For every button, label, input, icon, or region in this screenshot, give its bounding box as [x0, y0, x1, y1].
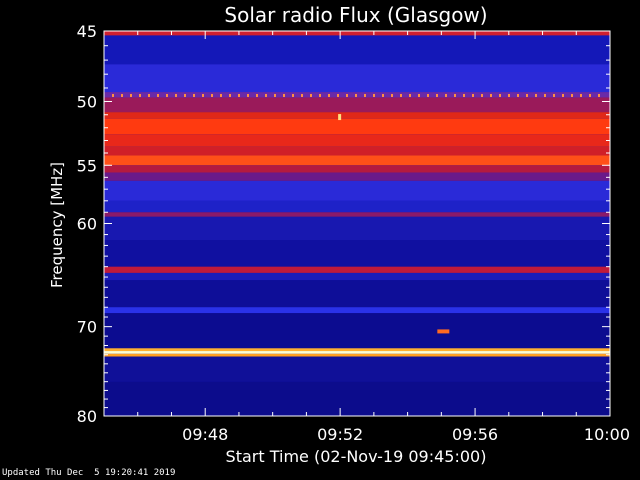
frequency-band	[104, 381, 610, 416]
frequency-band	[104, 240, 610, 267]
x-tick-label: 09:48	[182, 425, 228, 444]
y-tick-label: 50	[77, 93, 97, 112]
frequency-band	[104, 35, 610, 65]
frequency-band	[104, 313, 610, 349]
burst-mark	[338, 114, 342, 121]
frequency-band	[104, 212, 610, 217]
frequency-band	[104, 200, 610, 213]
y-tick-label: 45	[77, 22, 97, 41]
y-tick-label: 60	[77, 215, 97, 234]
frequency-band	[104, 64, 610, 93]
y-tick-label: 70	[77, 318, 97, 337]
frequency-band	[104, 155, 610, 166]
spectrogram-plot	[104, 31, 610, 416]
updated-timestamp: Updated Thu Dec 5 19:20:41 2019	[2, 468, 176, 478]
frequency-band	[104, 118, 610, 135]
frequency-band	[104, 351, 610, 354]
frequency-band	[104, 134, 610, 147]
y-axis-label: Frequency [MHz]	[48, 162, 66, 288]
frequency-band	[104, 266, 610, 273]
frequency-band	[104, 165, 610, 173]
frequency-band	[104, 97, 610, 113]
frequency-band	[104, 216, 610, 241]
frequency-band	[104, 272, 610, 281]
y-tick-label: 80	[77, 407, 97, 426]
frequency-band	[104, 353, 610, 357]
frequency-band	[104, 356, 610, 382]
x-tick-label: 09:52	[317, 425, 363, 444]
x-tick-label: 10:00	[584, 425, 630, 444]
y-tick-label: 55	[77, 156, 97, 175]
axes: 45 50 55 60 70 80 09:48 09:52 09:56 10:00	[77, 22, 630, 444]
x-axis-label: Start Time (02-Nov-19 09:45:00)	[226, 447, 487, 466]
burst-mark	[437, 329, 450, 334]
frequency-band	[104, 180, 610, 201]
frequency-band	[104, 112, 610, 119]
x-tick-label: 09:56	[452, 425, 498, 444]
frequency-band	[104, 172, 610, 181]
chart-title: Solar radio Flux (Glasgow)	[224, 3, 487, 27]
frequency-band	[104, 31, 610, 36]
frequency-band	[104, 307, 610, 314]
frequency-band	[104, 146, 610, 156]
frequency-band	[104, 348, 610, 352]
frequency-band	[104, 280, 610, 308]
